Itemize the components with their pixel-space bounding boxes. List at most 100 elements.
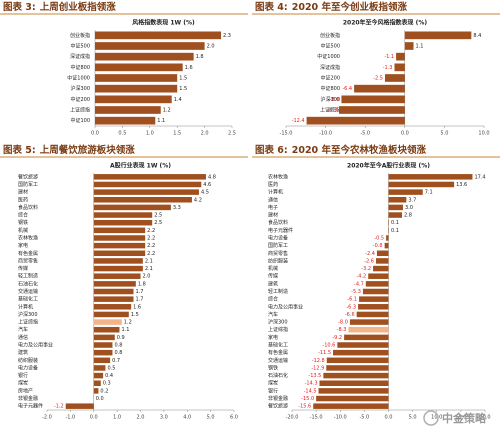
bar	[93, 365, 106, 371]
x-tick-label: -10.0	[334, 415, 347, 421]
chart-subtitle: 2020年至今A股行业表现 (%)	[347, 162, 430, 170]
chart-subtitle: 风格指数表现 1W (%)	[132, 19, 195, 27]
panel-header: 图表 5: 上周餐饮旅游板块领涨	[3, 144, 135, 156]
bar	[95, 116, 156, 125]
bar	[93, 311, 129, 318]
value-label: 1.6	[185, 65, 193, 71]
value-label: 0.4	[105, 373, 113, 379]
value-label: 1.7	[135, 289, 143, 295]
panel-title: 2020 年至今创业板指领涨	[292, 1, 408, 13]
chart-subtitle: A股行业表现 1W (%)	[110, 162, 171, 170]
x-tick-label: 5.0	[207, 415, 215, 421]
bar	[316, 395, 389, 402]
value-label: 13.6	[456, 182, 467, 188]
bar	[388, 174, 473, 180]
category-label: 商贸零售	[268, 250, 288, 257]
value-label: 2.0	[207, 44, 215, 50]
value-label: 2.0	[143, 274, 151, 280]
category-label: 机械	[18, 227, 28, 234]
category-label: 有色金属	[18, 250, 38, 257]
x-tick-label: 2.0	[201, 131, 209, 137]
category-label: 中证500	[70, 43, 90, 50]
category-label: 传媒	[18, 265, 28, 272]
value-label: 0.8	[114, 343, 122, 349]
category-label: 计算机	[268, 189, 283, 196]
value-label: 1.6	[133, 304, 141, 310]
bar	[93, 388, 99, 394]
category-label: 电子元器件	[268, 227, 293, 234]
category-label: 电力及公用事业	[18, 342, 53, 349]
x-tick-label: 1.0	[146, 131, 154, 137]
category-label: 交通运输	[18, 288, 38, 295]
value-label: -2.6	[364, 258, 374, 264]
bar	[93, 380, 101, 386]
value-label: -6.4	[342, 86, 352, 92]
value-label: 2.2	[147, 243, 155, 249]
bar	[394, 63, 405, 72]
category-label: 银行	[268, 387, 278, 394]
x-tick-label: -10.0	[319, 131, 332, 137]
bar	[93, 235, 146, 241]
bar	[388, 181, 455, 188]
category-label: 食品饮料	[268, 219, 288, 226]
category-label: 建材	[268, 212, 278, 219]
value-label: -12.4	[292, 118, 305, 124]
bar	[93, 250, 146, 257]
category-label: 上证综指	[268, 326, 288, 333]
value-label: -4.2	[356, 274, 366, 280]
x-tick-label: -1.0	[65, 415, 75, 421]
value-label: -5.3	[351, 289, 361, 295]
x-tick-label: 10.0	[478, 131, 489, 137]
chart-subtitle: 2020年至今风格指数表现 (%)	[343, 19, 428, 27]
bar	[95, 31, 222, 40]
value-label: -1.1	[384, 54, 394, 60]
category-label: 纺织服装	[18, 357, 38, 364]
category-label: 非银金融	[268, 395, 288, 402]
category-label: 煤炭	[18, 380, 28, 387]
bar	[93, 265, 143, 272]
category-label: 煤炭	[268, 380, 278, 387]
bar	[404, 31, 472, 40]
bar	[384, 242, 389, 249]
bar	[93, 219, 153, 226]
bar	[354, 84, 405, 93]
bar	[93, 304, 132, 310]
bar	[396, 52, 405, 61]
bar	[95, 84, 178, 93]
category-label: 商贸零售	[18, 257, 38, 264]
value-label: -12.9	[311, 365, 324, 371]
category-label: 建材	[18, 189, 28, 196]
category-label: 电力设备	[268, 234, 288, 241]
category-label: 银行	[18, 372, 28, 379]
value-label: 1.2	[124, 320, 132, 326]
value-label: -2.5	[373, 76, 383, 82]
value-label: -9.2	[332, 335, 342, 341]
value-label: 4.8	[208, 174, 216, 180]
bar	[388, 189, 423, 195]
value-label: 2.2	[147, 228, 155, 234]
panel-header: 图表 6: 2020 年至今农林牧渔板块领涨	[255, 144, 426, 156]
category-label: 通信	[268, 196, 278, 203]
bar	[93, 204, 171, 211]
watermark: 中金策略	[423, 410, 487, 426]
x-tick-label: 20.0	[479, 415, 490, 421]
bar	[93, 242, 146, 249]
value-label: -0.8	[373, 243, 383, 249]
bar	[95, 95, 172, 104]
category-label: 综合	[268, 296, 278, 303]
value-label: -1.3	[383, 65, 393, 71]
value-label: -1.2	[54, 404, 64, 410]
category-label: 通信	[18, 334, 28, 341]
x-tick-label: 0.0	[401, 131, 409, 137]
x-tick-label: 1.5	[173, 131, 181, 137]
category-label: 食品饮料	[18, 204, 38, 211]
category-label: 家电	[268, 334, 278, 341]
bar	[93, 342, 113, 348]
value-label: -8.3	[327, 108, 337, 114]
value-label: 2.5	[154, 220, 162, 226]
value-label: -6.3	[346, 304, 356, 310]
bar	[323, 372, 389, 379]
watermark-text: 中金策略	[442, 411, 487, 425]
value-label: 2.3	[223, 33, 231, 39]
